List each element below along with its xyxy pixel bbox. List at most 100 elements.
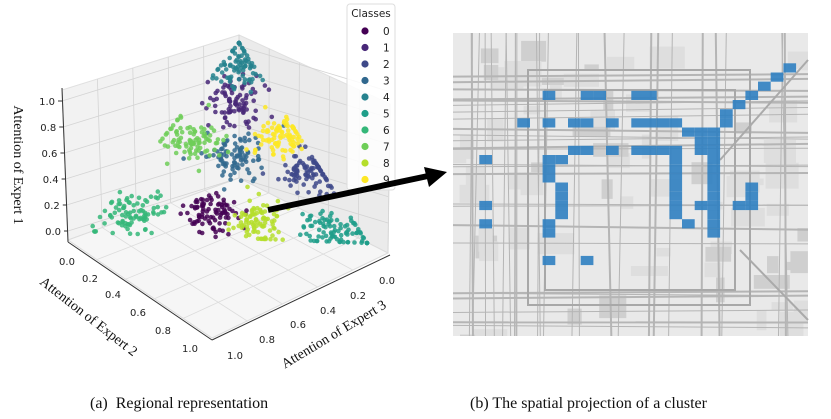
cluster-cell [707,136,721,146]
point-class-2 [291,177,297,183]
point-class-7 [175,117,180,122]
point-class-6 [131,208,136,214]
point-class-8 [260,210,265,216]
cluster-cell [783,63,797,73]
point-class-3 [211,153,216,158]
point-class-7 [170,139,175,145]
map-block [504,61,542,87]
point-class-6 [120,212,125,218]
point-class-1 [211,97,216,103]
point-class-0 [187,217,193,223]
point-class-7 [225,149,231,155]
point-class-2 [288,183,293,188]
point-class-0 [206,206,211,212]
point-class-8 [247,214,253,219]
map-block [704,262,722,278]
point-class-1 [240,107,245,112]
point-class-1 [253,116,258,122]
point-class-5 [300,211,305,217]
z-tick-label: 0.0 [45,227,61,238]
map-road [452,164,809,168]
point-class-0 [215,202,221,207]
point-class-6 [136,195,142,201]
cluster-cell [593,90,606,100]
point-class-5 [308,213,314,219]
cluster-cell [745,182,759,192]
cluster-cell [555,200,568,211]
point-class-2 [310,172,316,177]
point-class-4 [251,64,257,70]
point-class-7 [178,135,184,141]
cluster-cell [707,210,721,220]
point-class-1 [223,93,228,99]
point-class-0 [213,229,218,235]
point-class-5 [322,217,327,223]
point-class-9 [272,132,277,138]
y-axis-line [211,254,391,341]
point-class-4 [227,79,233,84]
map-road [452,309,809,313]
point-class-2 [276,176,281,182]
point-class-0 [216,207,221,213]
arrow-shaft [267,173,429,213]
point-class-3 [236,166,241,171]
cluster-cell [669,210,683,220]
point-class-5 [356,227,361,232]
map-block [797,228,808,242]
point-class-8 [243,233,249,239]
map-block [620,196,634,209]
cluster-cell [542,90,556,100]
point-class-1 [208,95,213,101]
point-class-9 [295,136,300,142]
point-class-9 [295,141,301,146]
map-block [767,256,779,274]
point-class-2 [308,168,314,173]
map-road [777,32,784,337]
map-panel [452,32,809,337]
point-class-3 [230,163,235,169]
point-class-4 [219,70,225,75]
point-class-8 [262,220,268,225]
point-class-7 [178,115,184,120]
point-class-2 [297,160,302,166]
point-class-0 [223,202,229,208]
cluster-cell [555,210,568,220]
point-class-9 [271,121,277,126]
point-class-7 [196,137,202,143]
point-class-6 [142,218,147,223]
map-block [572,126,611,137]
legend-marker-2 [361,60,369,68]
map-road [647,32,653,337]
map-road [603,32,613,337]
legend-label-6: 6 [383,125,390,137]
cluster-cell [707,219,721,229]
point-class-8 [232,213,238,218]
y-tick-label: 0.4 [320,306,336,317]
point-class-6 [108,213,113,218]
point-class-1 [212,103,218,109]
point-class-0 [213,234,218,240]
cluster-cell [542,255,556,266]
point-class-8 [276,229,281,235]
point-class-2 [323,176,329,181]
legend-marker-8 [361,159,369,167]
cluster-cell [707,145,721,155]
map-road [452,147,809,150]
legend-marker-9 [361,175,369,184]
cluster-cell [606,118,619,128]
point-class-0 [214,190,219,196]
map-block [790,251,808,274]
legend-label-3: 3 [383,76,390,88]
point-class-9 [280,154,286,159]
point-class-3 [242,138,248,144]
cluster-cell [770,72,784,82]
map-road [452,77,809,84]
map-block [766,203,789,216]
point-class-4 [257,73,263,79]
point-class-7 [224,133,229,139]
point-class-8 [251,225,257,230]
map-block [584,64,599,71]
point-class-8 [262,236,267,242]
point-class-6 [127,231,133,236]
